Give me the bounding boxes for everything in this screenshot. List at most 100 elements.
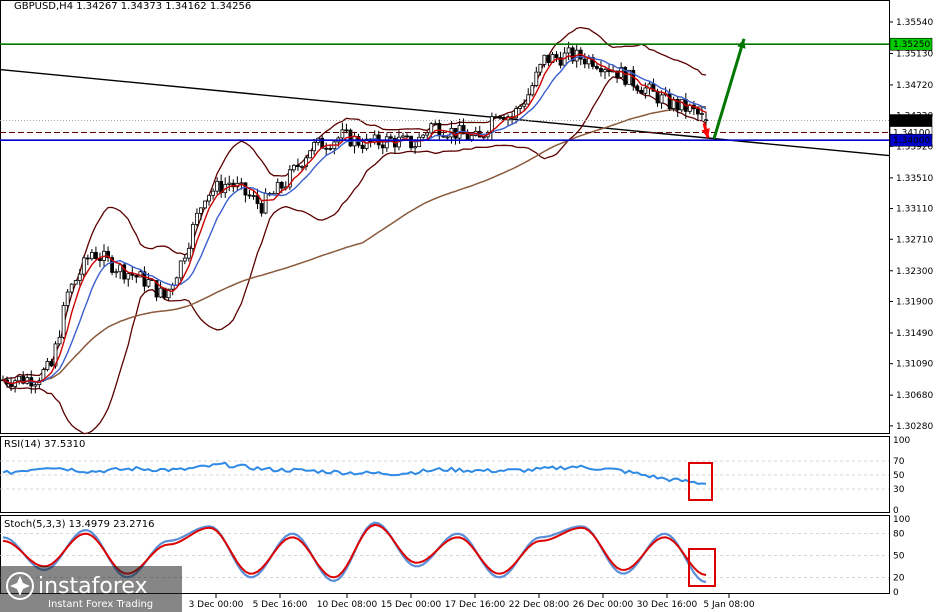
candle-body-94 [380, 144, 385, 149]
candle-body-18 [73, 280, 78, 285]
candle-body-35 [142, 271, 147, 287]
candle-body-105 [425, 132, 430, 136]
candle-body-30 [122, 264, 127, 280]
stoch-tick-label-0: 100 [893, 515, 910, 525]
candle-body-29 [118, 264, 123, 273]
candle-body-127 [514, 108, 519, 119]
time-label-7: 30 Dec 16:00 [637, 600, 698, 610]
candle-body-158 [639, 89, 644, 94]
candle-body-51 [207, 194, 211, 202]
support-tag [889, 133, 933, 147]
candle-body-155 [627, 69, 632, 85]
candle-body-147 [595, 66, 599, 69]
candle-body-123 [498, 116, 502, 118]
stoch-title: Stoch(5,3,3) 13.4979 23.2716 [4, 519, 155, 530]
candle-body-104 [421, 134, 426, 138]
rsi-tick-label-2: 50 [893, 471, 905, 481]
stoch-tick-label-2: 50 [893, 552, 905, 562]
candle-body-110 [445, 136, 450, 139]
candle-body-33 [134, 274, 139, 278]
stoch-tick-label-4: 0 [893, 588, 899, 598]
candle-body-99 [401, 135, 405, 138]
candle-body-137 [554, 54, 559, 59]
candle-body-135 [546, 54, 551, 64]
bollinger-lower [2, 76, 707, 435]
candle-body-157 [635, 85, 640, 91]
candle-body-122 [494, 116, 498, 118]
candle-body-77 [312, 141, 316, 152]
candle-body-26 [106, 250, 110, 259]
candle-body-15 [61, 305, 66, 338]
candle-body-130 [526, 94, 531, 105]
candle-body-27 [110, 257, 114, 273]
candle-body-12 [49, 361, 54, 367]
arrow-down-head [701, 128, 710, 138]
dashed-tag-label: 1.34100 [893, 129, 930, 139]
candle-body-16 [65, 291, 70, 306]
candle-body-65 [263, 192, 268, 214]
candle-body-89 [360, 144, 365, 149]
candle-body-20 [81, 257, 86, 275]
candle-body-46 [186, 247, 191, 259]
candle-body-64 [259, 203, 264, 214]
candle-body-168 [679, 98, 684, 111]
price-tick-label-11: 1.31090 [896, 360, 933, 370]
price-tick-label-12: 1.30680 [896, 391, 933, 401]
candle-body-107 [433, 123, 438, 125]
candle-body-57 [231, 182, 236, 188]
price-tick-label-1: 1.35130 [896, 49, 933, 59]
rsi-tick-label-0: 100 [893, 436, 910, 446]
time-label-1: 5 Dec 16:00 [253, 600, 308, 610]
price-tick-label-0: 1.35540 [896, 18, 933, 28]
candle-body-24 [98, 258, 102, 261]
candle-body-69 [279, 181, 284, 189]
resistance-tag-label: 1.35250 [893, 40, 930, 50]
time-label-0: 3 Dec 00:00 [189, 600, 244, 610]
candle-body-132 [534, 71, 539, 86]
time-axis: 3 Dec 00:00 5 Dec 16:00 10 Dec 08:00 15 Dec… [189, 594, 755, 610]
arrow-up-head [737, 38, 746, 49]
time-label-6: 26 Dec 00:00 [573, 600, 634, 610]
price-tick-label-7: 1.32710 [896, 235, 933, 245]
logo-backdrop [0, 566, 182, 612]
candle-body-19 [77, 273, 82, 281]
rsi-highlight-box [688, 462, 713, 501]
candle-body-53 [215, 180, 220, 192]
candle-body-75 [304, 157, 308, 167]
rsi-tick-label-3: 30 [893, 485, 905, 495]
candle-body-162 [655, 90, 660, 104]
candle-body-52 [211, 190, 215, 196]
candle-body-146 [590, 57, 595, 67]
rsi-title: RSI(14) 37.5310 [4, 439, 85, 450]
candle-body-44 [178, 260, 183, 279]
logo-star-icon [6, 572, 34, 600]
candle-body-106 [429, 123, 434, 134]
candle-body-2 [9, 383, 13, 387]
logo-brand: instaforex [38, 574, 148, 599]
candle-body-43 [174, 277, 179, 286]
price-panel-frame [0, 0, 890, 434]
candle-body-68 [275, 181, 280, 194]
price-tick-label-5: 1.33510 [896, 174, 933, 184]
candle-body-90 [364, 138, 369, 149]
candle-body-61 [247, 194, 252, 197]
candle-body-102 [413, 146, 418, 149]
candle-body-76 [308, 150, 312, 159]
price-tick-label-4: 1.33920 [896, 142, 933, 152]
candle-body-115 [465, 133, 470, 140]
candle-body-173 [700, 113, 704, 115]
time-label-4: 17 Dec 16:00 [445, 600, 506, 610]
price-tick-label-6: 1.33110 [896, 205, 933, 215]
candle-body-80 [324, 147, 329, 150]
candle-body-23 [94, 251, 98, 259]
candle-body-101 [409, 135, 413, 149]
price-tick-label-8: 1.32300 [896, 267, 933, 277]
candle-body-100 [405, 135, 409, 138]
candle-body-21 [85, 257, 90, 260]
candle-body-5 [21, 375, 26, 384]
candle-body-148 [599, 68, 603, 73]
trendline [0, 68, 890, 157]
stoch-tick-label-3: 20 [893, 573, 905, 583]
candle-body-50 [203, 200, 207, 209]
candle-body-154 [623, 67, 628, 85]
